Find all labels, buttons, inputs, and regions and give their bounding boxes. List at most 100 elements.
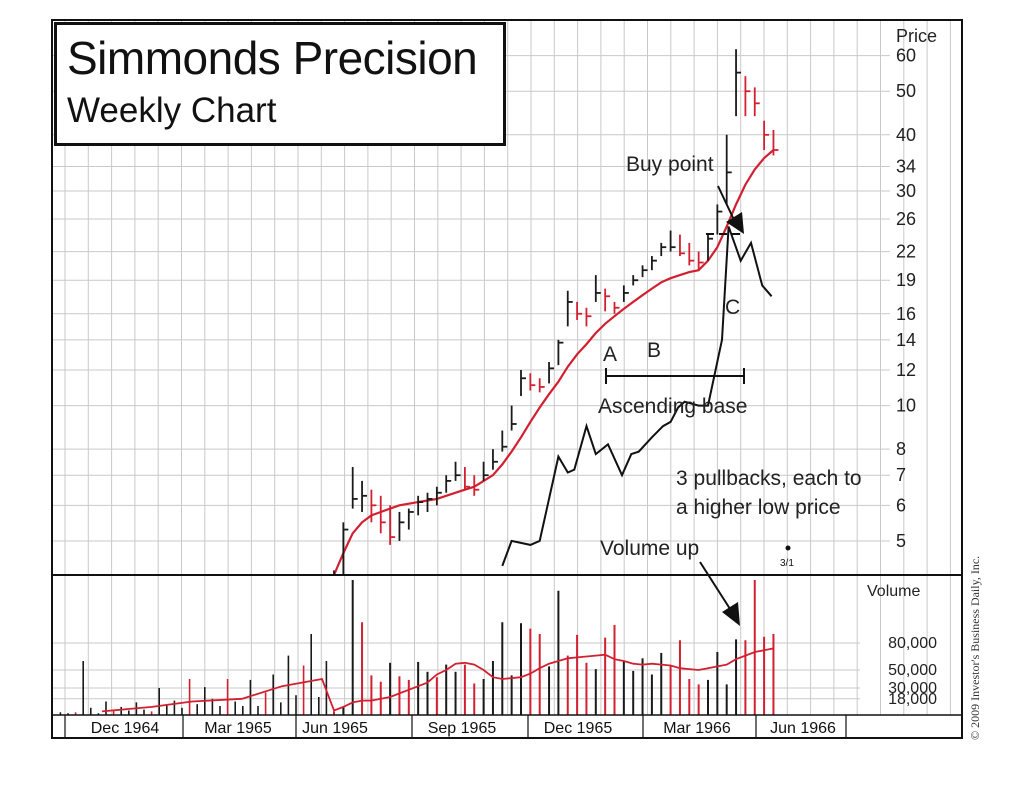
price-bar [426,492,433,512]
price-bar [594,275,601,302]
price-bar [445,475,452,493]
volume-tick-label: 18,000 [888,691,937,708]
x-axis-label: Sep 1965 [428,720,497,737]
price-bar [454,461,461,481]
price-axis-label: Price [896,26,937,46]
price-tick-label: 26 [896,209,916,229]
relative-strength-line [501,226,773,567]
price-tick-label: 6 [896,495,906,515]
price-bar [753,87,760,117]
price-bar [492,449,498,470]
price-bar [622,285,629,302]
relative-strength-path [501,226,773,567]
volume-up-arrowhead [722,602,740,626]
base-point-b: B [647,339,661,362]
price-bar [725,134,732,205]
chart-subtitle: Weekly Chart [67,91,277,130]
base-point-c: C [725,296,740,319]
price-bar [604,288,611,312]
pullbacks-label-line2: a higher low price [676,496,841,519]
split-marker [785,545,791,551]
price-tick-label: 50 [896,81,916,101]
price-bar [538,378,545,393]
price-tick-label: 19 [896,270,916,290]
price-tick-label: 60 [896,46,916,66]
split-label: 3/1 [780,558,794,569]
price-tick-label: 22 [896,242,916,262]
price-tick-label: 7 [896,465,906,485]
pullbacks-label-line1: 3 pullbacks, each to [676,467,862,490]
price-bar [651,256,657,271]
price-bars [333,49,779,576]
x-axis-label: Dec 1964 [91,720,160,737]
price-bar [520,369,526,397]
price-bar [463,467,470,490]
price-tick-label: 34 [896,157,916,177]
x-axis-label: Mar 1966 [663,720,731,737]
x-axis-label: Jun 1965 [302,720,368,737]
price-tick-label: 40 [896,125,916,145]
moving-average-path [332,149,775,576]
price-bar [735,49,742,117]
volume-bars [59,580,775,715]
volume-average-line [101,647,774,713]
price-bar [679,234,685,257]
x-axis-label: Mar 1965 [204,720,272,737]
price-bar [613,301,620,314]
price-bar [510,405,517,431]
price-bar [482,461,489,481]
price-bar [398,511,405,541]
price-bar [566,290,573,327]
base-point-a: A [603,343,617,366]
volume-tick-label: 80,000 [888,635,937,652]
price-bar [576,301,583,320]
price-bar [473,475,480,496]
price-bar [407,508,414,530]
price-bar [669,230,676,252]
volume-up-label: Volume up [600,537,699,560]
moving-average-line [332,149,775,576]
price-tick-label: 14 [896,330,916,350]
price-bar [585,307,592,327]
chart-frame [51,19,963,739]
price-bar [379,495,386,534]
price-bar [342,522,349,575]
price-bar [716,204,723,235]
price-tick-label: 16 [896,304,916,324]
price-bar [707,234,713,261]
ascending-base-label: Ascending base [598,395,747,418]
chart-title: Simmonds Precision [67,32,478,84]
price-bar [548,361,555,384]
price-tick-labels: 60 50 40 34 30 26 22 19 16 14 12 10 8 7 6 5 [896,46,916,551]
price-bar [435,486,442,506]
price-tick-label: 5 [896,531,906,551]
volume-tick-label: 50,000 [888,662,937,679]
price-bar [417,495,424,516]
price-bar [389,505,396,545]
price-bar [660,242,667,257]
price-tick-label: 8 [896,439,906,459]
volume-average-path [101,647,774,713]
buy-point-label: Buy point [626,153,714,176]
price-bar [361,480,368,512]
x-axis-label: Dec 1965 [544,720,613,737]
price-bar [501,430,508,452]
volume-up-arrow [699,561,733,613]
price-tick-label: 10 [896,396,916,416]
buy-point-arrowhead [726,212,744,234]
price-bar [688,242,695,266]
price-bar [697,251,704,271]
volume-axis-label: Volume [867,583,920,600]
price-bar [641,265,648,278]
volume-tick-label: 30,000 [888,680,937,697]
buy-point-arrow [717,185,736,223]
copyright-notice: © 2009 Investor's Business Daily, Inc. [968,555,982,740]
price-bar [529,373,536,391]
price-bar [632,275,639,286]
x-axis-labels: Dec 1964 Mar 1965 Jun 1965 Sep 1965 Dec 1965… [64,715,847,738]
price-tick-label: 12 [896,360,916,380]
price-bar [351,467,358,509]
price-bar [772,129,779,156]
